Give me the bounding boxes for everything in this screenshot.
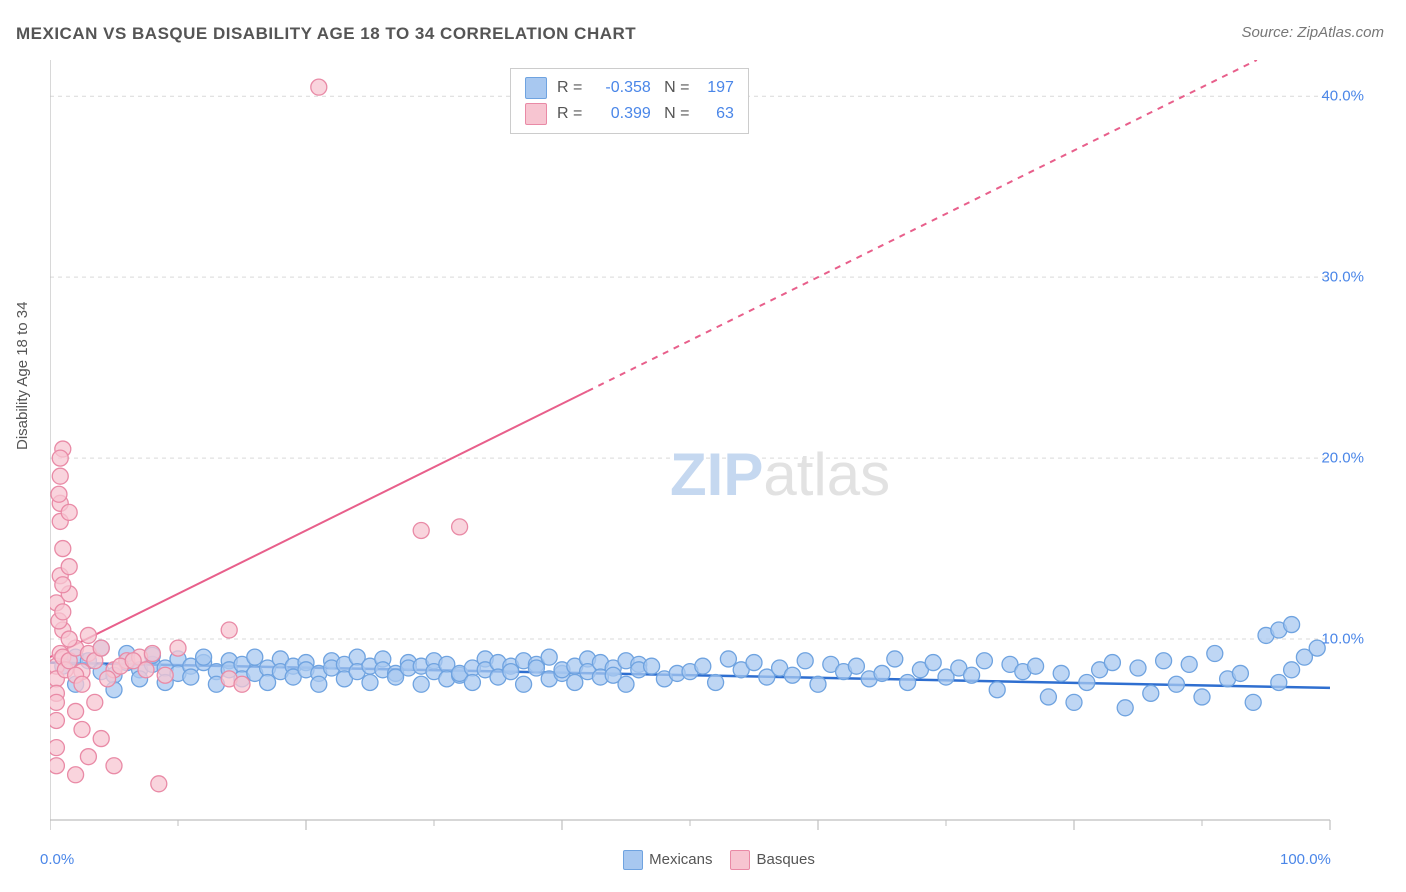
legend-label: Basques xyxy=(756,851,814,868)
stat-row: R = 0.399 N = 63 xyxy=(525,101,734,127)
y-tick: 20.0% xyxy=(1321,450,1364,467)
stat-row: R = -0.358 N = 197 xyxy=(525,75,734,101)
y-tick: 40.0% xyxy=(1321,88,1364,105)
x-tick: 100.0% xyxy=(1280,851,1331,868)
correlation-stats-box: R = -0.358 N = 197R = 0.399 N = 63 xyxy=(510,68,749,134)
chart-canvas xyxy=(50,60,1370,840)
source-credit: Source: ZipAtlas.com xyxy=(1241,24,1384,41)
y-axis-label: Disability Age 18 to 34 xyxy=(14,302,31,450)
x-tick: 0.0% xyxy=(40,851,74,868)
chart-title: MEXICAN VS BASQUE DISABILITY AGE 18 TO 3… xyxy=(16,24,636,44)
series-legend: Mexicans Basques xyxy=(50,850,1370,870)
y-tick: 30.0% xyxy=(1321,269,1364,286)
legend-label: Mexicans xyxy=(649,851,712,868)
scatter-plot: ZIPatlas R = -0.358 N = 197R = 0.399 N =… xyxy=(50,60,1370,840)
y-tick: 10.0% xyxy=(1321,631,1364,648)
